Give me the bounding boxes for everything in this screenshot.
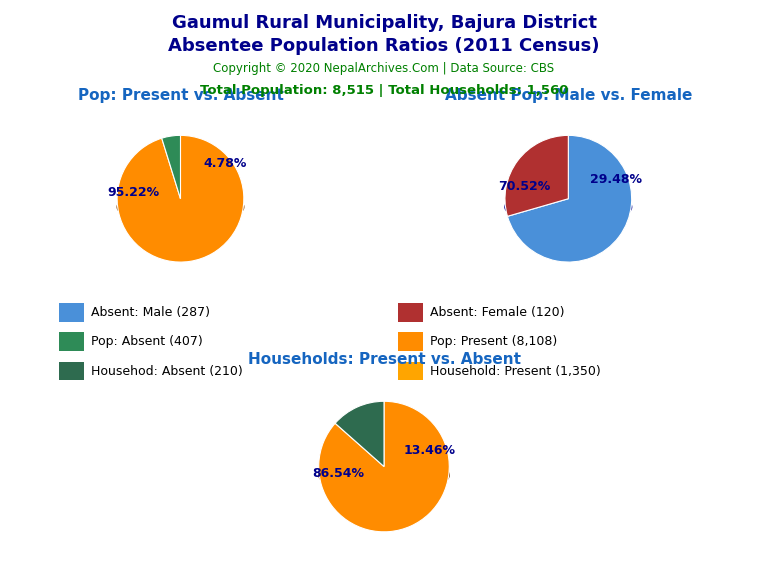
Polygon shape [505, 189, 568, 212]
Text: Pop: Absent (407): Pop: Absent (407) [91, 335, 203, 348]
FancyBboxPatch shape [398, 332, 423, 351]
Text: Total Population: 8,515 | Total Households: 1,560: Total Population: 8,515 | Total Househol… [200, 84, 568, 97]
Wedge shape [118, 135, 243, 262]
Title: Absent Pop: Male vs. Female: Absent Pop: Male vs. Female [445, 88, 692, 103]
Wedge shape [319, 401, 449, 532]
Text: 95.22%: 95.22% [107, 186, 159, 199]
Text: 86.54%: 86.54% [313, 467, 364, 480]
FancyBboxPatch shape [59, 362, 84, 381]
FancyBboxPatch shape [398, 362, 423, 381]
Text: 70.52%: 70.52% [498, 180, 550, 192]
Text: Absent: Male (287): Absent: Male (287) [91, 306, 210, 319]
Title: Pop: Present vs. Absent: Pop: Present vs. Absent [78, 88, 283, 103]
Text: Copyright © 2020 NepalArchives.Com | Data Source: CBS: Copyright © 2020 NepalArchives.Com | Dat… [214, 62, 554, 75]
FancyBboxPatch shape [59, 332, 84, 351]
FancyBboxPatch shape [398, 303, 423, 323]
Polygon shape [162, 189, 180, 207]
Wedge shape [505, 135, 568, 217]
Polygon shape [118, 189, 243, 225]
Text: 29.48%: 29.48% [590, 173, 642, 186]
Wedge shape [508, 135, 631, 262]
Wedge shape [335, 401, 384, 467]
Text: Gaumul Rural Municipality, Bajura District: Gaumul Rural Municipality, Bajura Distri… [171, 14, 597, 32]
Wedge shape [162, 135, 180, 199]
Text: 4.78%: 4.78% [204, 157, 247, 170]
Text: Absentee Population Ratios (2011 Census): Absentee Population Ratios (2011 Census) [168, 37, 600, 55]
Polygon shape [319, 457, 449, 493]
Text: Household: Present (1,350): Household: Present (1,350) [430, 365, 601, 378]
Polygon shape [508, 189, 631, 225]
Title: Households: Present vs. Absent: Households: Present vs. Absent [247, 353, 521, 367]
Polygon shape [335, 457, 384, 475]
Text: Househod: Absent (210): Househod: Absent (210) [91, 365, 243, 378]
FancyBboxPatch shape [59, 303, 84, 323]
Text: Pop: Present (8,108): Pop: Present (8,108) [430, 335, 557, 348]
Text: 13.46%: 13.46% [404, 444, 455, 457]
Text: Absent: Female (120): Absent: Female (120) [430, 306, 564, 319]
